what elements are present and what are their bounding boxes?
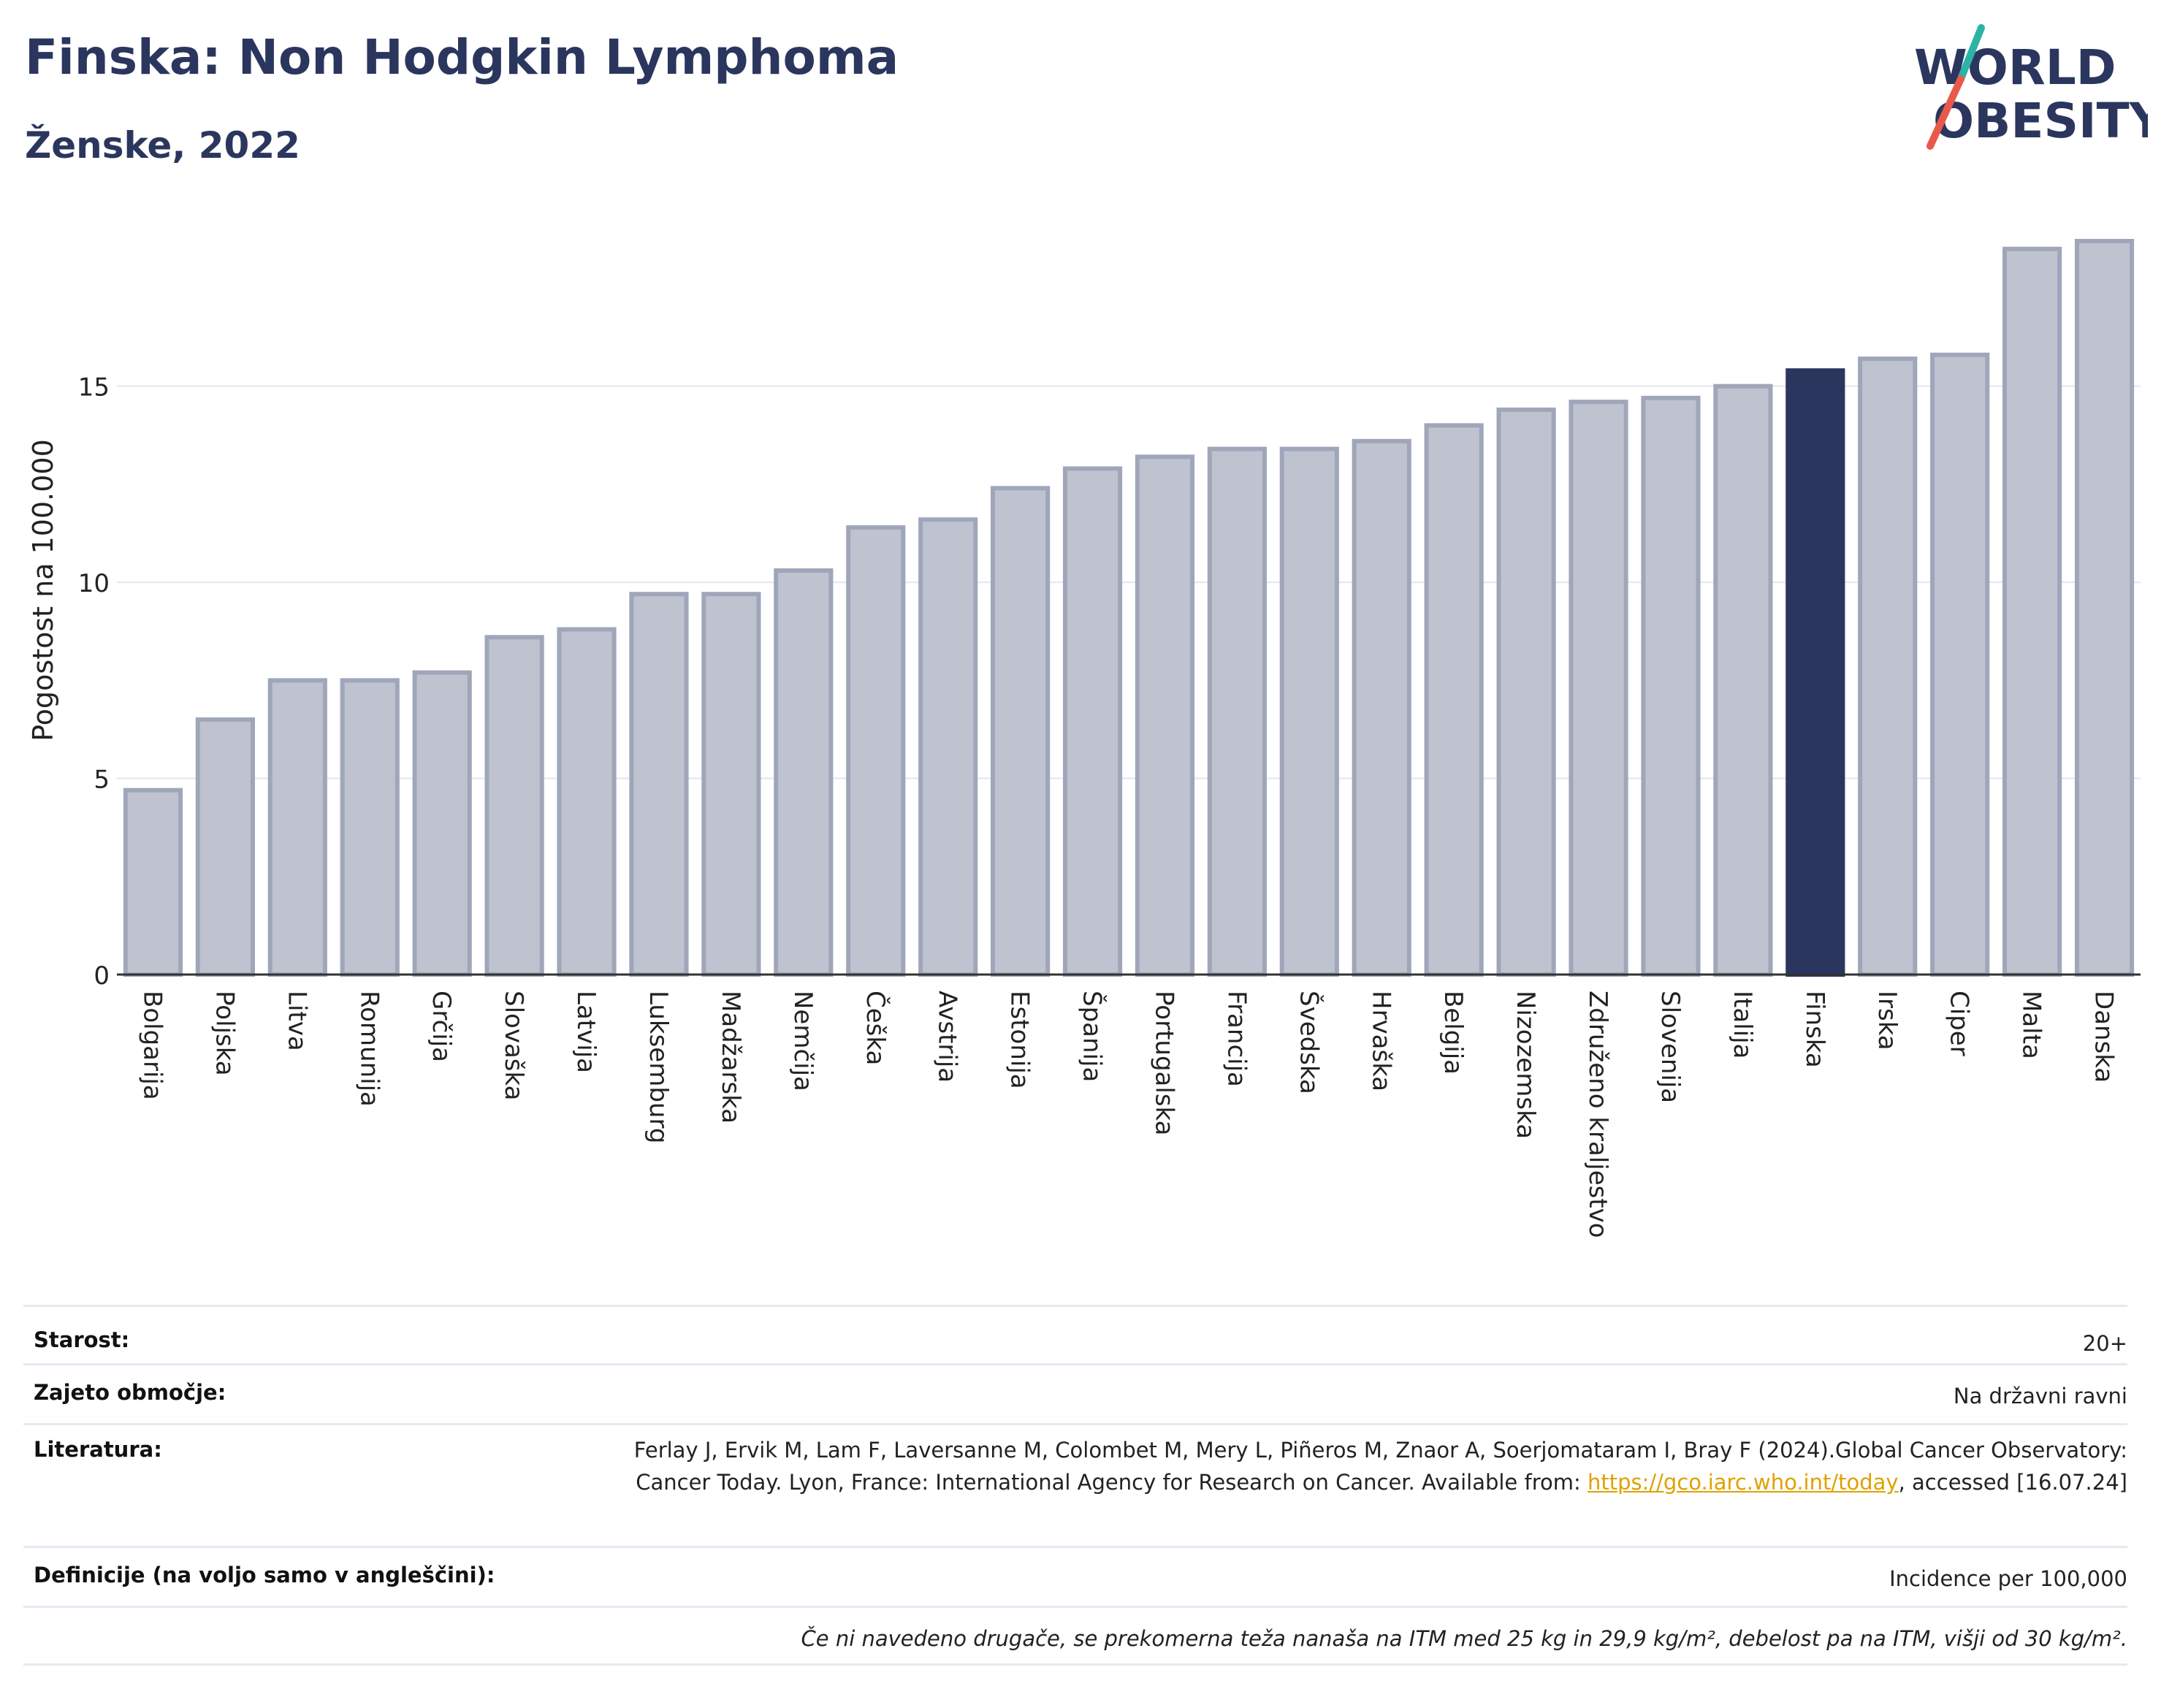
bar-madžarska bbox=[701, 592, 761, 977]
x-tick-label: Litva bbox=[282, 991, 311, 1051]
age-label: Starost: bbox=[34, 1327, 130, 1352]
x-tick-label: Češka bbox=[861, 991, 891, 1065]
literature-accessed: , accessed [16.07.24] bbox=[1898, 1470, 2127, 1495]
info-row-definitions: Definicije (na voljo samo v angleščini):… bbox=[23, 1546, 2127, 1606]
bar-litva bbox=[267, 678, 327, 977]
y-tick-label: 10 bbox=[78, 569, 110, 598]
area-value: Na državni ravni bbox=[1953, 1384, 2127, 1408]
x-tick-label: Francija bbox=[1221, 991, 1251, 1087]
bars bbox=[117, 239, 2141, 977]
bar-portugalska bbox=[1135, 454, 1195, 977]
bar-poljska bbox=[195, 717, 255, 977]
x-tick-label: Poljska bbox=[210, 991, 239, 1076]
x-tick-label: Ciper bbox=[1945, 991, 1974, 1056]
x-tick-label: Latvija bbox=[571, 991, 601, 1073]
bar-nemčija bbox=[774, 568, 834, 977]
definitions-value: Incidence per 100,000 bbox=[1889, 1566, 2127, 1591]
x-tick-label: Italija bbox=[1728, 991, 1757, 1059]
x-tick-label: Portugalska bbox=[1149, 991, 1178, 1135]
bar-belgija bbox=[1424, 423, 1484, 977]
bar-chart: 0 5 10 15 Bolgarija Poljska Litva Romunija Grči… bbox=[27, 239, 2141, 1238]
definitions-label: Definicije (na voljo samo v angleščini): bbox=[34, 1563, 495, 1587]
bar-združeno-kraljestvo bbox=[1569, 400, 1628, 977]
x-tick-label: Romunija bbox=[354, 991, 384, 1107]
y-axis-label: Pogostost na 100.000 bbox=[27, 439, 59, 741]
y-tick-label: 0 bbox=[94, 961, 110, 991]
bar-finska bbox=[1785, 368, 1845, 977]
bar-španija bbox=[1062, 466, 1123, 977]
bar-slovenija bbox=[1641, 395, 1701, 977]
x-tick-label: Finska bbox=[1800, 991, 1829, 1068]
area-label: Zajeto območje: bbox=[34, 1380, 226, 1405]
chart-title: Finska: Non Hodgkin Lymphoma bbox=[25, 29, 899, 85]
bar-češka bbox=[846, 525, 906, 977]
bar-nizozemska bbox=[1496, 407, 1556, 977]
bar-danska bbox=[2074, 239, 2135, 977]
bar-estonija bbox=[991, 486, 1051, 977]
x-tick-label: Združeno kraljestvo bbox=[1583, 991, 1612, 1238]
bar-grčija bbox=[412, 670, 472, 977]
info-row-literature: Literatura: Ferlay J, Ervik M, Lam F, La… bbox=[23, 1423, 2127, 1546]
x-tick-label: Nemčija bbox=[788, 991, 817, 1091]
literature-value: Ferlay J, Ervik M, Lam F, Laversanne M, … bbox=[557, 1434, 2127, 1498]
info-table: Starost: 20+ Zajeto območje: Na državni … bbox=[23, 1305, 2127, 1666]
bar-slovaška bbox=[484, 635, 544, 977]
x-tick-label: Irska bbox=[1872, 991, 1902, 1051]
y-tick-labels: 0 5 10 15 bbox=[78, 373, 110, 991]
x-tick-label: Malta bbox=[2017, 991, 2046, 1059]
x-tick-labels: Bolgarija Poljska Litva Romunija Grčija Slova… bbox=[137, 991, 2118, 1238]
literature-link[interactable]: https://gco.iarc.who.int/today bbox=[1587, 1470, 1899, 1495]
y-tick-label: 5 bbox=[94, 766, 110, 795]
bar-malta bbox=[2002, 246, 2062, 977]
x-tick-label: Danska bbox=[2089, 991, 2119, 1083]
bar-švedska bbox=[1279, 446, 1339, 977]
x-tick-label: Slovenija bbox=[1655, 991, 1685, 1103]
info-row-area: Zajeto območje: Na državni ravni bbox=[23, 1363, 2127, 1423]
logo-line1: WORLD bbox=[1914, 39, 2116, 96]
bar-romunija bbox=[340, 678, 400, 977]
age-value: 20+ bbox=[2082, 1331, 2127, 1356]
info-row-age: Starost: 20+ bbox=[23, 1305, 2127, 1363]
x-tick-label: Luksemburg bbox=[644, 991, 673, 1143]
x-tick-label: Slovaška bbox=[499, 991, 528, 1100]
logo-line2: OBESITY bbox=[1933, 93, 2148, 149]
bar-francija bbox=[1207, 446, 1267, 977]
x-tick-label: Grčija bbox=[427, 991, 456, 1062]
info-row-note: Če ni navedeno drugače, se prekomerna te… bbox=[23, 1606, 2127, 1666]
x-tick-label: Belgija bbox=[1438, 991, 1468, 1075]
x-tick-label: Hrvaška bbox=[1366, 991, 1395, 1091]
bar-ciper bbox=[1930, 352, 1990, 977]
x-tick-label: Nizozemska bbox=[1511, 991, 1540, 1139]
bar-avstrija bbox=[918, 517, 978, 977]
x-tick-label: Bolgarija bbox=[137, 991, 167, 1100]
x-tick-label: Madžarska bbox=[716, 991, 745, 1124]
x-tick-label: Švedska bbox=[1294, 991, 1324, 1094]
bar-irska bbox=[1858, 357, 1918, 977]
bar-bolgarija bbox=[123, 788, 183, 977]
literature-text: Ferlay J, Ervik M, Lam F, Laversanne M, … bbox=[633, 1438, 2127, 1495]
bar-latvija bbox=[557, 627, 617, 977]
x-tick-label: Avstrija bbox=[933, 991, 962, 1083]
world-obesity-logo: WORLD OBESITY bbox=[1914, 24, 2148, 150]
logo-slash-teal bbox=[1957, 24, 1985, 83]
literature-label: Literatura: bbox=[34, 1437, 162, 1462]
bar-hrvaška bbox=[1352, 438, 1411, 977]
bar-luksemburg bbox=[629, 592, 689, 977]
x-tick-label: Španija bbox=[1078, 991, 1108, 1082]
bar-italija bbox=[1713, 384, 1773, 977]
note-text: Če ni navedeno drugače, se prekomerna te… bbox=[801, 1626, 2127, 1651]
x-tick-label: Estonija bbox=[1005, 991, 1034, 1089]
logo-slash-red bbox=[1926, 75, 1964, 150]
chart-subtitle: Ženske, 2022 bbox=[25, 124, 300, 167]
y-tick-label: 15 bbox=[78, 373, 110, 403]
